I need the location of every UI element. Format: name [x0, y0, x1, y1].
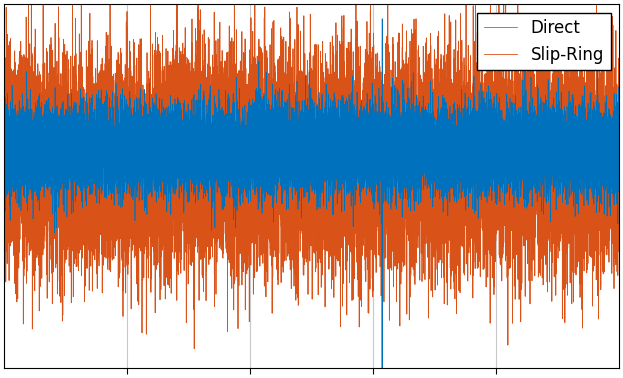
- Line: Direct: Direct: [4, 19, 619, 378]
- Direct: [291, 159, 298, 163]
- Direct: [440, 153, 448, 158]
- Direct: [575, 144, 583, 149]
- Slip-Ring: [440, 167, 448, 172]
- Direct: [395, 116, 402, 120]
- Slip-Ring: [615, 200, 622, 205]
- Direct: [372, 158, 379, 162]
- Direct: [154, 167, 161, 172]
- Direct: [1, 171, 8, 176]
- Legend: Direct, Slip-Ring: Direct, Slip-Ring: [477, 12, 611, 70]
- Slip-Ring: [291, 97, 298, 102]
- Direct: [615, 139, 622, 144]
- Line: Slip-Ring: Slip-Ring: [4, 0, 619, 349]
- Slip-Ring: [1, 107, 8, 111]
- Slip-Ring: [372, 162, 379, 167]
- Slip-Ring: [191, 347, 198, 351]
- Slip-Ring: [154, 230, 161, 234]
- Direct: [378, 17, 386, 21]
- Slip-Ring: [395, 114, 402, 119]
- Slip-Ring: [575, 115, 583, 120]
